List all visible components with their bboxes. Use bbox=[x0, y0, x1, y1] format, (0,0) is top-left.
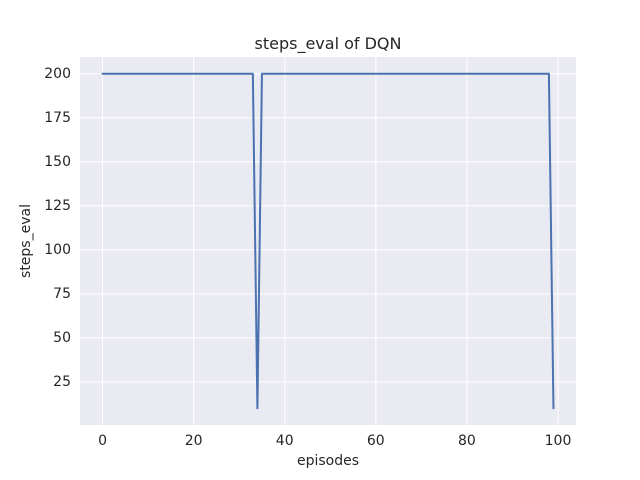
plot-area bbox=[80, 57, 576, 425]
x-axis-label: episodes bbox=[296, 453, 360, 469]
y-tick-label: 75 bbox=[53, 285, 71, 302]
y-tick-label: 200 bbox=[44, 65, 71, 82]
y-tick-label: 25 bbox=[53, 373, 71, 390]
y-axis-label: steps_eval bbox=[18, 204, 34, 278]
data-series-line bbox=[101, 72, 555, 410]
line-chart-svg bbox=[80, 57, 576, 425]
y-tick-label: 150 bbox=[44, 153, 71, 170]
x-tick-label: 20 bbox=[184, 433, 203, 449]
x-tick-label: 80 bbox=[457, 433, 476, 449]
x-tick-label: 40 bbox=[275, 433, 294, 449]
y-tick-label: 175 bbox=[44, 109, 71, 126]
x-tick-label: 0 bbox=[98, 433, 107, 449]
chart-title: steps_eval of DQN bbox=[254, 34, 402, 53]
x-tick-label: 100 bbox=[544, 433, 572, 449]
y-tick-label: 125 bbox=[44, 197, 71, 214]
y-tick-label: 100 bbox=[44, 241, 71, 258]
y-tick-label: 50 bbox=[53, 329, 71, 346]
x-tick-label: 60 bbox=[366, 433, 385, 449]
